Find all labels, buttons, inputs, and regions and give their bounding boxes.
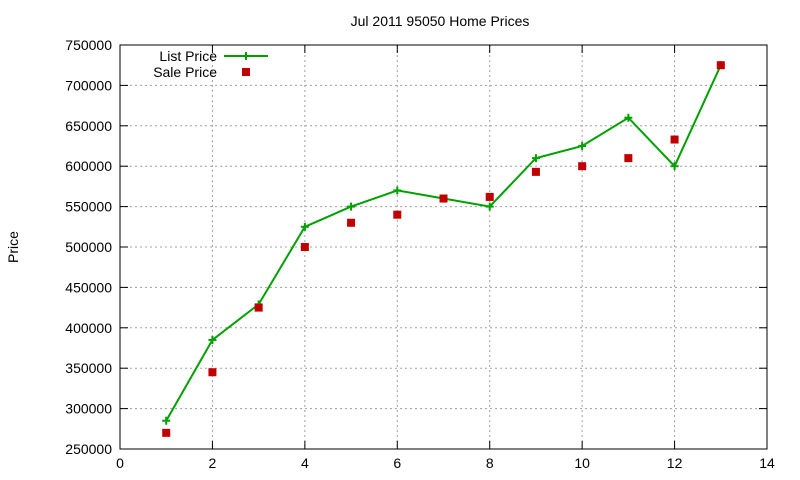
x-tick-label: 4 (301, 455, 309, 471)
sale-price-point (578, 162, 587, 171)
legend-label: Sale Price (153, 64, 217, 80)
sale-price-point (347, 218, 356, 227)
x-tick-label: 14 (759, 455, 775, 471)
plot-area-border (119, 44, 768, 450)
list-price-point (531, 154, 540, 163)
sale-price-point (254, 303, 263, 312)
x-tick-label: 12 (667, 455, 683, 471)
sale-price-point (485, 192, 494, 201)
list-price-point (485, 202, 494, 211)
list-price-point (347, 202, 356, 211)
x-tick-label: 8 (486, 455, 494, 471)
sale-price-point (393, 210, 402, 219)
x-tick-label: 10 (574, 455, 590, 471)
x-tick-label: 6 (393, 455, 401, 471)
sale-price-point (208, 368, 217, 377)
sale-price-point (670, 135, 679, 144)
y-tick-label: 700000 (65, 77, 112, 93)
list-price-point (578, 142, 587, 150)
y-tick-label: 600000 (65, 158, 112, 174)
sale-price-point (624, 154, 633, 163)
list-price-point (624, 113, 633, 122)
grid (120, 45, 767, 449)
y-tick-label: 650000 (65, 118, 112, 134)
sale-price-point (162, 428, 171, 437)
sale-price-point (300, 243, 309, 251)
sale-price-point (716, 61, 725, 70)
list-price-line (165, 64, 722, 422)
legend-label: List Price (159, 48, 217, 64)
x-tick-label: 0 (116, 455, 124, 471)
sale-price-point (439, 194, 448, 203)
y-axis-label: Price (5, 231, 21, 263)
y-tick-label: 300000 (65, 401, 112, 417)
y-tick-label: 500000 (65, 239, 112, 255)
series-sale-price (162, 61, 725, 437)
series-list-price (162, 61, 725, 425)
y-tick-label: 550000 (65, 199, 112, 215)
chart-title: Jul 2011 95050 Home Prices (351, 13, 530, 29)
list-price-point (208, 335, 217, 344)
x-tick-label: 2 (209, 455, 217, 471)
series-layer (162, 61, 725, 437)
legend-plus-swatch (242, 52, 250, 60)
y-tick-label: 450000 (65, 279, 112, 295)
list-price-point (393, 186, 402, 195)
sale-price-point (531, 167, 540, 176)
list-price-point (300, 222, 309, 231)
y-tick-label: 750000 (65, 37, 112, 53)
y-tick-label: 250000 (65, 441, 112, 457)
y-tick-label: 350000 (65, 360, 112, 376)
legend-square-swatch (242, 68, 250, 76)
y-tick-label: 400000 (65, 320, 112, 336)
axis-ticks: 250000 300000 350000 400000 450000 500000 5500… (65, 37, 775, 471)
list-price-point (162, 416, 171, 425)
list-price-point (670, 162, 679, 171)
